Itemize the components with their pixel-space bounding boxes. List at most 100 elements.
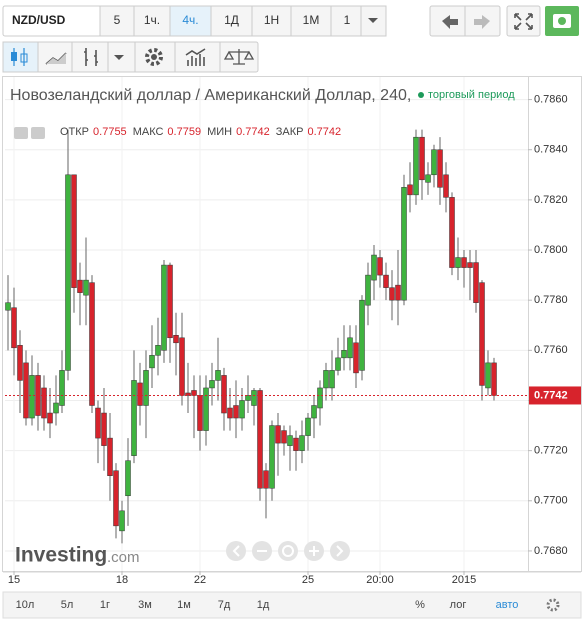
nav-glyphs <box>232 545 344 557</box>
candle-body <box>11 307 17 349</box>
y-tick-label: 0.7760 <box>534 344 568 356</box>
dropdown-arrow[interactable] <box>114 55 124 60</box>
candle-body <box>455 257 461 268</box>
candle-icon <box>11 52 17 61</box>
redo-icon[interactable] <box>474 15 490 29</box>
footer-bar <box>2 591 582 619</box>
candle-body <box>335 357 341 371</box>
footer: 10л 5л 1г 3м 1м 7д 1д% лог авто <box>16 599 519 611</box>
range-button[interactable]: 7д <box>218 599 231 611</box>
candle-body <box>359 299 365 371</box>
candle-body <box>401 187 407 301</box>
compare-icon[interactable] <box>223 49 255 65</box>
candle-body <box>41 387 47 419</box>
range-button[interactable]: 3м <box>138 599 152 611</box>
candle-body <box>185 392 191 396</box>
candle-body <box>353 342 359 374</box>
indicators-icon[interactable] <box>185 48 206 66</box>
candle-body <box>215 370 221 381</box>
candle-body <box>425 174 431 183</box>
candle-body <box>89 282 95 406</box>
info-label: ОТКР <box>60 126 90 138</box>
nav-right[interactable] <box>330 541 350 561</box>
watermark-suffix: .com <box>107 549 140 566</box>
interval-button[interactable]: 1Д <box>224 13 239 27</box>
interval-group: 5 1ч. 4ч. 1Д 1Н 1М 1 <box>99 5 387 37</box>
candle-body <box>317 387 323 409</box>
candle-body <box>245 395 251 401</box>
interval-button[interactable]: 1М <box>303 13 320 27</box>
candle-body <box>209 380 215 389</box>
interval-button[interactable]: 4ч. <box>182 13 198 27</box>
dropdown-arrow[interactable] <box>368 18 378 23</box>
candle-body <box>419 136 425 181</box>
nav-reset[interactable] <box>278 541 298 561</box>
candle-body <box>329 370 335 389</box>
info-label: МАКС <box>132 126 164 138</box>
settings-icon[interactable] <box>145 48 163 66</box>
time-axis-labels: 15 18 22 25 20:00 2015 <box>8 571 476 586</box>
visibility-toggle[interactable] <box>14 127 28 139</box>
candle-body <box>413 136 419 196</box>
interval-button[interactable]: 1Н <box>264 13 279 27</box>
candle-body <box>227 407 233 419</box>
candle-body <box>53 402 59 414</box>
candle-body <box>467 262 473 268</box>
candle-body <box>137 382 143 406</box>
info-value: 0.7759 <box>167 126 202 138</box>
candle-body <box>287 435 293 446</box>
candle-body <box>281 430 287 444</box>
candle-body <box>95 407 101 439</box>
candle-body <box>167 264 173 339</box>
candle-body <box>389 287 395 301</box>
candle-body <box>239 400 245 419</box>
candle-body <box>383 274 389 288</box>
y-tick-label: 0.7840 <box>534 144 568 156</box>
range-button[interactable]: 5л <box>61 599 74 611</box>
info-value: 0.7742 <box>307 126 342 138</box>
candle-body <box>485 362 491 389</box>
candle-body <box>407 184 413 196</box>
footer-settings[interactable] <box>546 598 560 612</box>
x-tick-label: 2015 <box>452 574 476 586</box>
candle-body <box>143 370 149 406</box>
candle-body <box>203 387 209 431</box>
candle-body <box>179 337 185 396</box>
candle-body <box>125 460 131 497</box>
range-button[interactable]: 10л <box>16 599 35 611</box>
candles: 0.7742 <box>5 129 581 544</box>
area-icon-fill <box>46 53 66 64</box>
ohlc-info: ОТКР 0.7755 МАКС 0.7759 МИН 0.7742 ЗАКР 0.7742 <box>60 126 347 138</box>
ohlc-icon[interactable] <box>84 48 98 66</box>
settings-icon-center <box>151 54 157 60</box>
undo-icon[interactable] <box>442 15 458 29</box>
candle-body <box>197 395 203 431</box>
info-label: ЗАКР <box>275 126 304 138</box>
candle-body <box>263 470 269 489</box>
candle-body <box>473 262 479 303</box>
y-tick-label: 0.7860 <box>534 93 568 105</box>
scale-option[interactable]: % <box>415 599 425 611</box>
interval-button[interactable]: 5 <box>114 13 121 27</box>
candle-body <box>29 375 35 419</box>
interval-button[interactable]: 1ч. <box>144 13 160 27</box>
multiplier[interactable]: 1 <box>344 13 351 27</box>
range-button[interactable]: 1г <box>100 599 110 611</box>
scale-option[interactable]: авто <box>496 599 519 611</box>
settings-toggle[interactable] <box>31 127 45 139</box>
chart-frame <box>2 76 582 572</box>
legend: торговый период <box>428 89 515 101</box>
range-button[interactable]: 1д <box>257 599 270 611</box>
fullscreen-button[interactable] <box>506 5 541 37</box>
scale-option[interactable]: лог <box>450 599 467 611</box>
candle-icon <box>20 53 28 63</box>
candle-body <box>233 405 239 419</box>
candle-body <box>77 279 83 293</box>
x-tick-label: 22 <box>194 574 206 586</box>
range-button[interactable]: 1м <box>177 599 191 611</box>
nav-left[interactable] <box>226 541 246 561</box>
last-price-box <box>529 386 581 405</box>
info-value: 0.7755 <box>93 126 127 138</box>
